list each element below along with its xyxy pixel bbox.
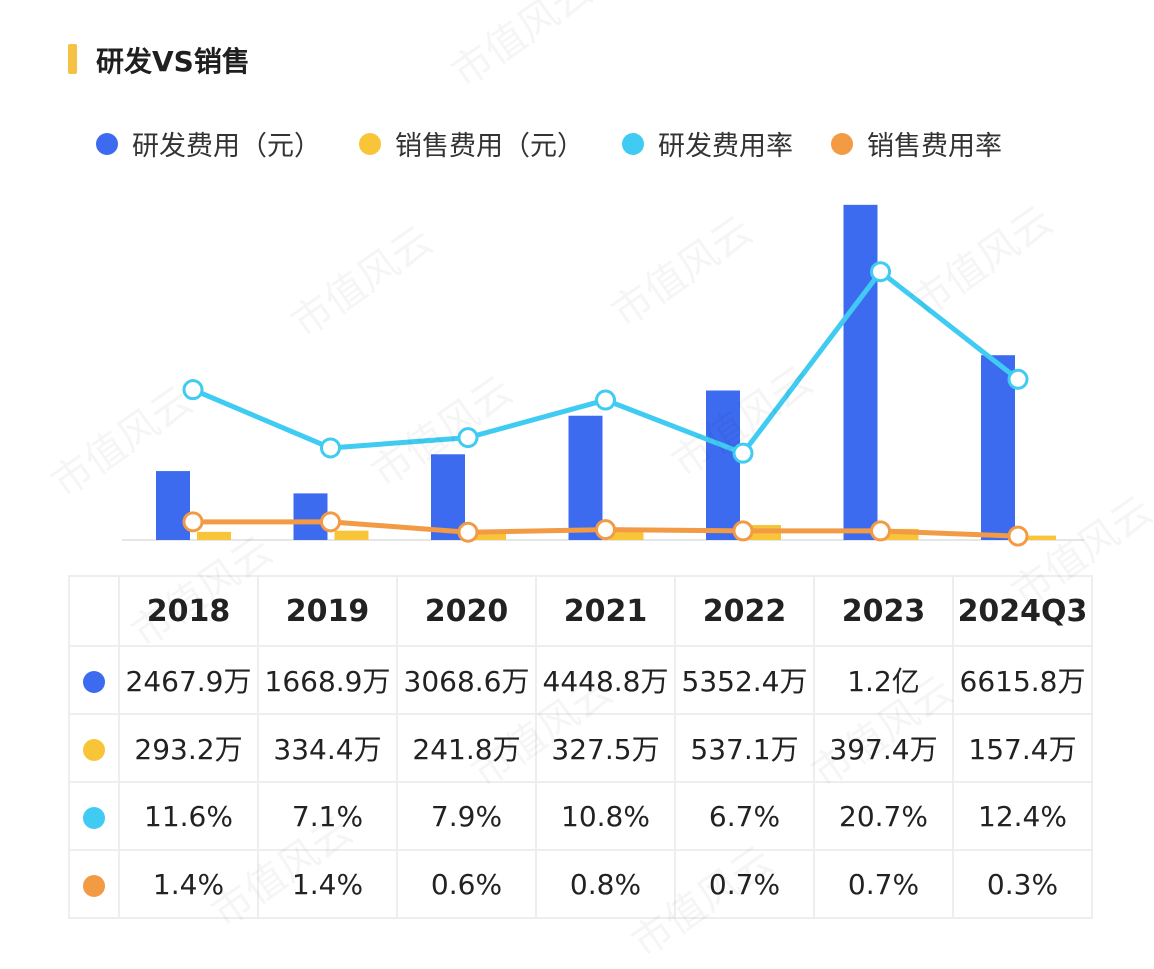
table-cell: 241.8万 (396, 713, 537, 783)
table-cell: 334.4万 (257, 713, 398, 783)
bar-sales-expense (1022, 535, 1056, 540)
legend-item-rd-rate[interactable]: 研发费用率 (622, 124, 793, 163)
point-rd-rate (1007, 368, 1029, 390)
table-cell: 0.7% (813, 849, 954, 919)
table-cell: 0.7% (674, 849, 815, 919)
table-row-rd-rate: 11.6% 7.1% 7.9% 10.8% 6.7% 20.7% 12.4% (68, 781, 1093, 851)
point-rd-rate (870, 261, 891, 283)
point-rd-rate (595, 389, 616, 411)
table-cell: 3068.6万 (396, 645, 537, 715)
point-sales-rate (182, 511, 204, 533)
point-rd-rate (457, 427, 479, 449)
column-header: 2018 (118, 575, 259, 647)
bar-rd-expense (431, 454, 465, 540)
table-cell: 157.4万 (952, 713, 1093, 783)
row-marker-cell (68, 713, 120, 783)
bar-sales-expense (884, 528, 919, 540)
legend-item-rd-expense[interactable]: 研发费用（元） (96, 124, 321, 163)
legend-item-sales-expense[interactable]: 销售费用（元） (359, 124, 584, 163)
table-cell: 1.4% (118, 849, 259, 919)
table-cell: 11.6% (118, 781, 259, 851)
table-cell: 20.7% (813, 781, 954, 851)
table-cell: 327.5万 (535, 713, 676, 783)
title-accent-bar (68, 44, 77, 74)
table-cell: 1.4% (257, 849, 398, 919)
column-header: 2019 (257, 575, 398, 647)
column-header: 2021 (535, 575, 676, 647)
column-header: 2023 (813, 575, 954, 647)
bar-sales-expense (197, 531, 231, 540)
row-marker-cell (68, 849, 120, 919)
table-corner-cell (68, 575, 120, 647)
point-sales-rate (732, 520, 754, 542)
legend-marker-icon (359, 132, 381, 155)
table-cell: 10.8% (535, 781, 676, 851)
table-cell: 7.9% (396, 781, 537, 851)
table-cell: 397.4万 (813, 713, 954, 783)
table-cell: 0.8% (535, 849, 676, 919)
table-row-sales-expense: 293.2万 334.4万 241.8万 327.5万 537.1万 397.4… (68, 713, 1093, 783)
table-cell: 1.2亿 (813, 645, 954, 715)
bar-sales-expense (334, 530, 369, 540)
column-header: 2020 (396, 575, 537, 647)
table-cell: 6615.8万 (952, 645, 1093, 715)
column-header: 2024Q3 (952, 575, 1093, 647)
chart-legend: 研发费用（元） 销售费用（元） 研发费用率 销售费用率 (96, 124, 1040, 163)
combo-chart (122, 204, 1084, 547)
bar-rd-expense (843, 204, 878, 541)
point-rd-rate (182, 379, 204, 401)
legend-marker-icon (622, 132, 644, 155)
bar-rd-expense (568, 415, 603, 540)
point-rd-rate (320, 437, 341, 459)
bar-sales-expense (609, 530, 644, 540)
point-sales-rate (595, 519, 616, 541)
bar-rd-expense (706, 390, 740, 540)
table-row-sales-rate: 1.4% 1.4% 0.6% 0.8% 0.7% 0.7% 0.3% (68, 849, 1093, 919)
line-rd-rate (192, 269, 1020, 456)
series-marker-icon (83, 806, 105, 829)
point-sales-rate (1007, 525, 1029, 547)
data-table: 2018 2019 2020 2021 2022 2023 2024Q3 246… (68, 575, 1093, 919)
table-cell: 0.3% (952, 849, 1093, 919)
legend-label: 研发费用（元） (132, 131, 321, 162)
row-marker-cell (68, 645, 120, 715)
legend-label: 销售费用（元） (395, 131, 584, 162)
column-header: 2022 (674, 575, 815, 647)
table-cell: 4448.8万 (535, 645, 676, 715)
legend-item-sales-rate[interactable]: 销售费用率 (831, 124, 1002, 163)
page-title: 研发VS销售 (96, 45, 250, 78)
table-cell: 7.1% (257, 781, 398, 851)
table-cell: 537.1万 (674, 713, 815, 783)
table-cell: 1668.9万 (257, 645, 398, 715)
legend-marker-icon (831, 132, 853, 155)
table-cell: 5352.4万 (674, 645, 815, 715)
bar-rd-expense (156, 471, 190, 540)
legend-label: 销售费用率 (867, 131, 1002, 162)
series-marker-icon (83, 738, 105, 761)
point-rd-rate (732, 442, 754, 464)
point-sales-rate (870, 520, 891, 542)
legend-marker-icon (96, 132, 118, 155)
table-cell: 0.6% (396, 849, 537, 919)
table-cell: 2467.9万 (118, 645, 259, 715)
watermark-text: 市值风云 (438, 0, 602, 99)
table-row-rd-expense: 2467.9万 1668.9万 3068.6万 4448.8万 5352.4万 … (68, 645, 1093, 715)
table-cell: 12.4% (952, 781, 1093, 851)
table-cell: 293.2万 (118, 713, 259, 783)
series-marker-icon (83, 874, 105, 897)
row-marker-cell (68, 781, 120, 851)
bar-rd-expense (981, 355, 1015, 540)
legend-label: 研发费用率 (658, 131, 793, 162)
series-marker-icon (83, 670, 105, 693)
table-header-row: 2018 2019 2020 2021 2022 2023 2024Q3 (68, 575, 1093, 647)
table-cell: 6.7% (674, 781, 815, 851)
point-sales-rate (457, 521, 479, 543)
point-sales-rate (320, 511, 341, 533)
bar-sales-expense (472, 533, 506, 540)
